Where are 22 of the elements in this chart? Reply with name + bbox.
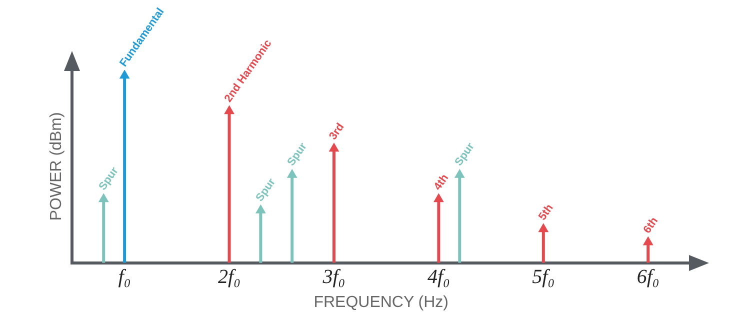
annotation: 6th — [641, 215, 661, 236]
x-tick-label: 2f₀ — [218, 266, 241, 288]
point — [255, 204, 266, 214]
point — [119, 70, 130, 79]
annotation: 4th — [432, 172, 452, 193]
annotation: 3rd — [327, 121, 347, 142]
point — [98, 193, 109, 202]
y-axis-title: POWER (dBm) — [48, 112, 66, 221]
point — [328, 142, 340, 152]
x-tick-label: f₀ — [118, 266, 131, 288]
x-tick-label: 6f₀ — [636, 266, 660, 288]
x-tick-label: 3f₀ — [322, 266, 346, 288]
point — [454, 168, 465, 178]
annotation: 5th — [536, 202, 556, 223]
x-tick-label: 4f₀ — [427, 266, 450, 288]
point — [538, 223, 549, 232]
x-axis-title: FREQUENCY (Hz) — [314, 294, 449, 311]
point — [433, 193, 444, 202]
x-tick-label: 5f₀ — [532, 266, 555, 288]
point — [224, 105, 234, 114]
point — [286, 168, 298, 178]
point — [642, 236, 654, 246]
